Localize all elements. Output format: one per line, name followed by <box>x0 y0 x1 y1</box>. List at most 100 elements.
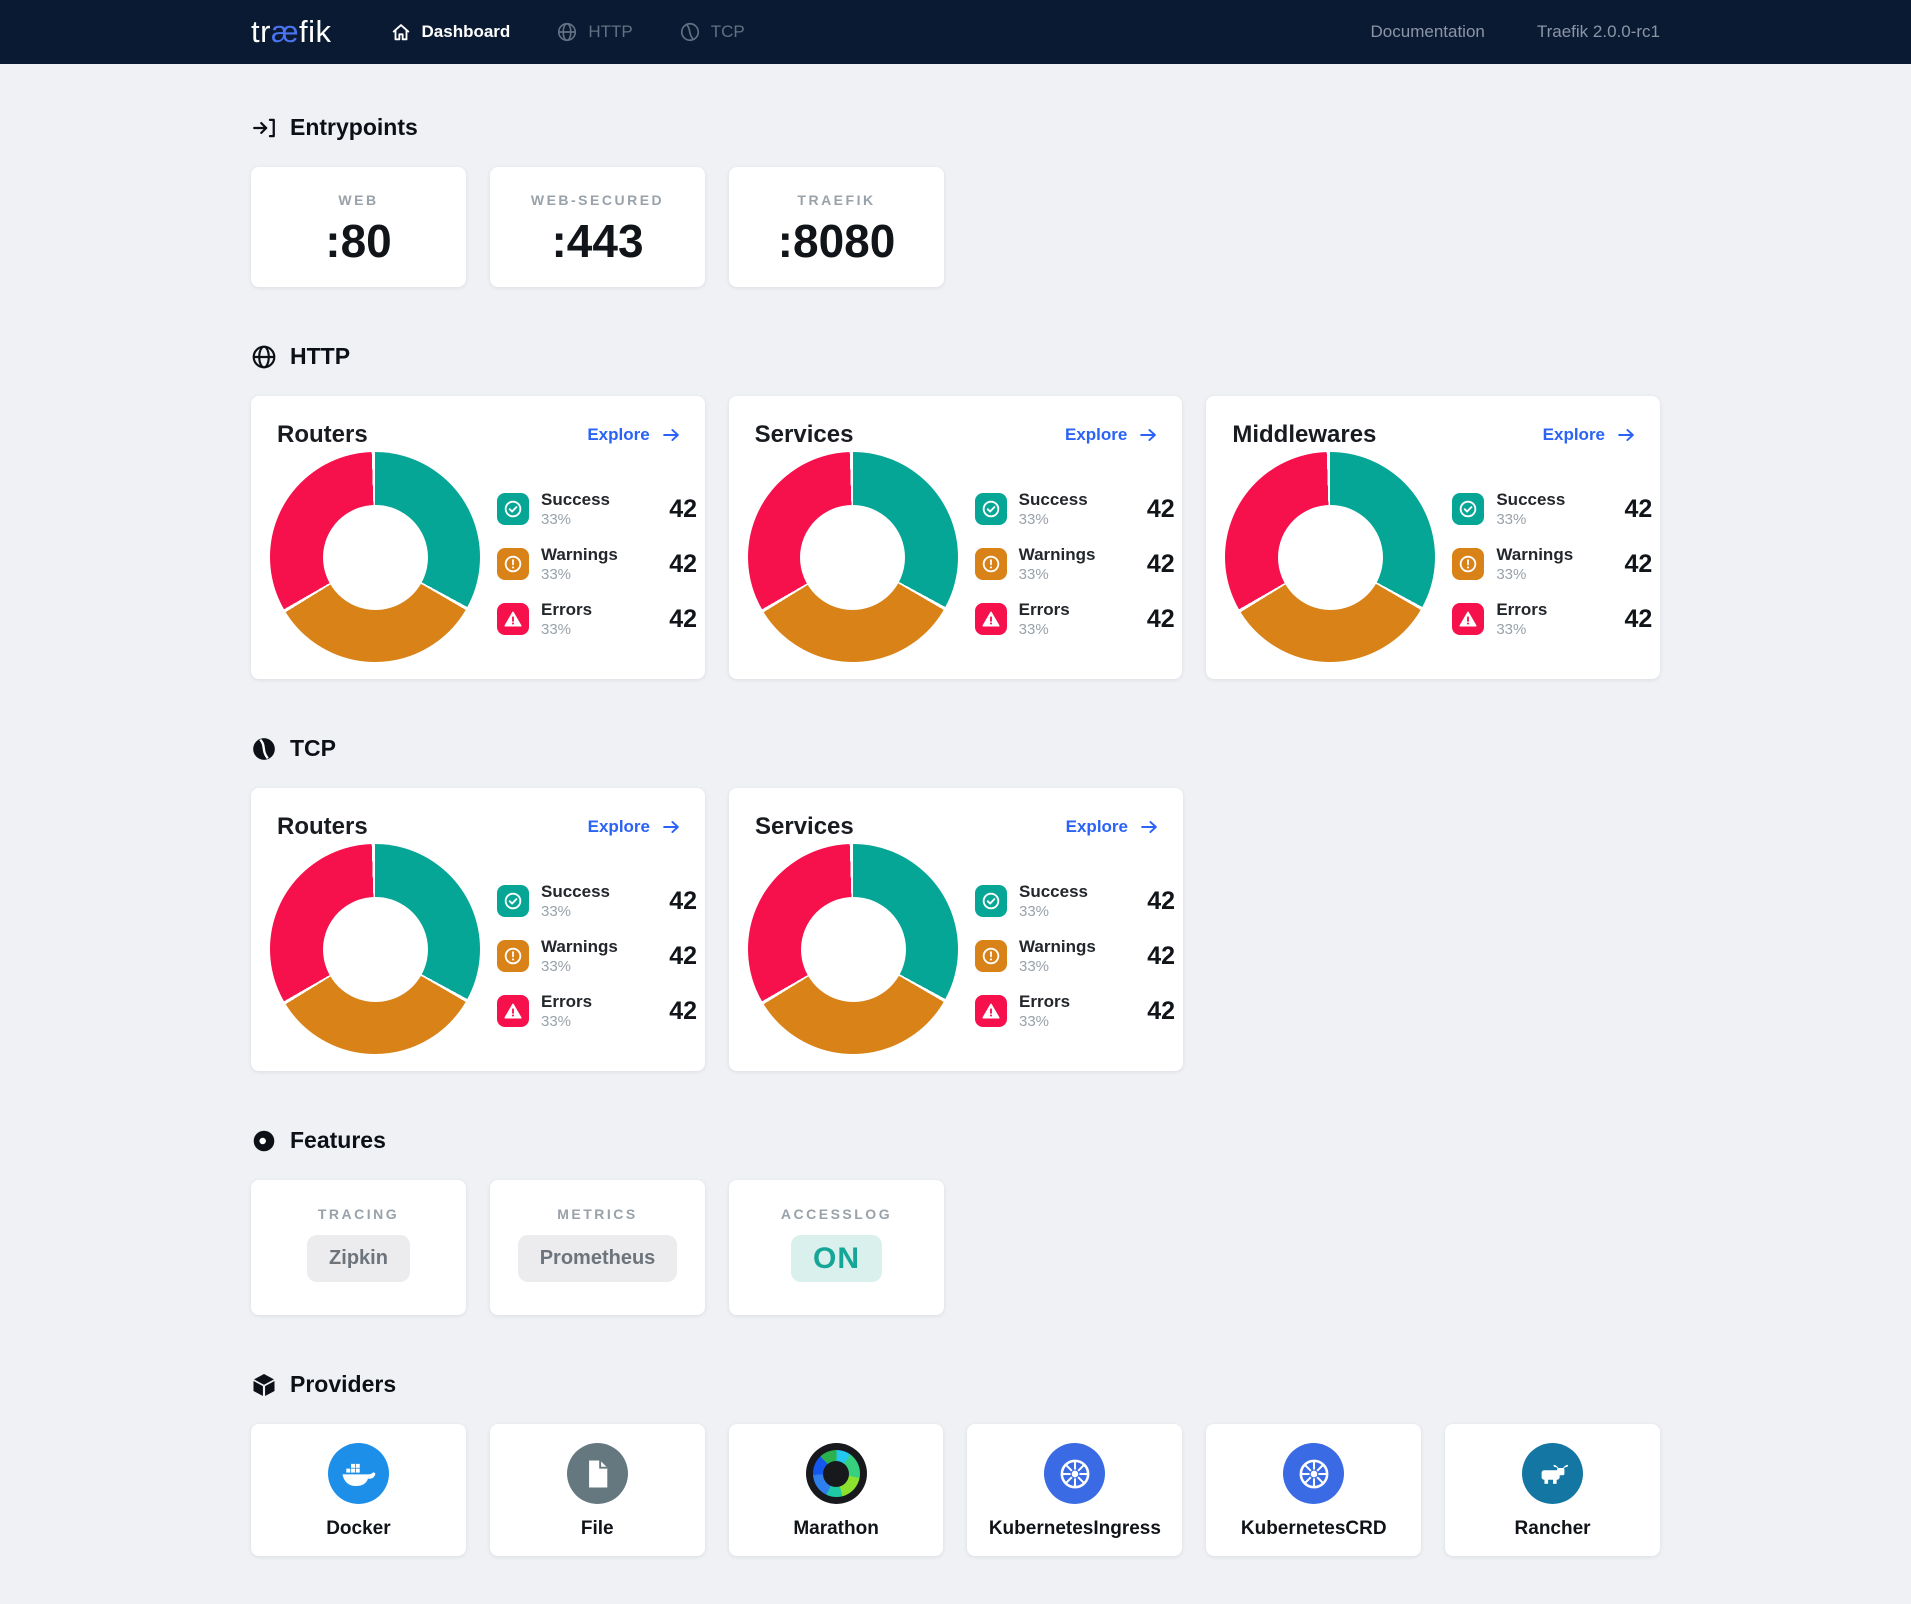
feature-value-badge: Zipkin <box>307 1235 410 1282</box>
legend-value: 42 <box>1624 494 1653 523</box>
main-nav: Dashboard HTTP TCP <box>390 21 745 43</box>
chart-legend: Success 33% 42 Warnings 33% 42 Errors 33% 4… <box>497 490 697 662</box>
error-icon <box>975 995 1007 1028</box>
donut-chart <box>270 844 480 1054</box>
legend-label: Errors <box>1018 599 1070 619</box>
legend-row-errors: Errors 33% 42 <box>497 992 697 1030</box>
feature-card-accesslog: ACCESSLOG ON <box>729 1180 944 1315</box>
provider-card-rancher: Rancher <box>1445 1424 1660 1556</box>
section-title-providers: Providers <box>290 1371 397 1397</box>
legend-row-errors: Errors 33% 42 <box>974 599 1175 638</box>
file-icon <box>566 1443 628 1504</box>
provider-label: File <box>580 1518 614 1539</box>
legend-row-warnings: Warnings 33% 42 <box>497 936 697 975</box>
legend-value: 42 <box>669 996 697 1025</box>
provider-card-kubernetes-crd: KubernetesCRD <box>1206 1424 1422 1556</box>
explore-link[interactable]: Explore <box>1065 424 1159 446</box>
kubernetes-icon <box>1283 1443 1345 1504</box>
panel-title: Services <box>755 813 854 840</box>
explore-link[interactable]: Explore <box>1066 816 1160 838</box>
provider-card-kubernetes-ingress: KubernetesIngress <box>967 1424 1183 1556</box>
entrypoint-card-web-secured: WEB-SECURED :443 <box>490 167 705 287</box>
provider-label: KubernetesIngress <box>988 1518 1161 1539</box>
nav-item-http[interactable]: HTTP <box>556 21 633 43</box>
warning-icon <box>497 548 529 581</box>
version-label[interactable]: Traefik 2.0.0-rc1 <box>1536 22 1660 41</box>
rancher-icon <box>1522 1443 1584 1504</box>
legend-label: Errors <box>541 599 593 619</box>
nav-label-tcp: TCP <box>710 22 745 41</box>
legend-label: Errors <box>1019 991 1071 1011</box>
explore-link[interactable]: Explore <box>1543 424 1637 446</box>
chart-legend: Success 33% 42 Warnings 33% 42 Errors 33% 4… <box>975 882 1175 1054</box>
documentation-link[interactable]: Documentation <box>1370 22 1485 41</box>
legend-value: 42 <box>1624 549 1653 578</box>
legend-percent: 33% <box>541 511 572 529</box>
provider-label: KubernetesCRD <box>1240 1518 1387 1539</box>
panel-http-services: Services Explore Success 33% 42 Warnings <box>728 396 1183 679</box>
warning-icon <box>1452 548 1485 581</box>
arrow-right-icon <box>1140 428 1157 442</box>
nav-right: Documentation Traefik 2.0.0-rc1 <box>1371 22 1660 42</box>
legend-percent: 33% <box>1019 957 1050 975</box>
section-title-entrypoints: Entrypoints <box>290 114 418 140</box>
donut-chart <box>748 844 958 1054</box>
panel-tcp-routers: Routers Explore Success 33% 42 Warnings 3 <box>251 788 705 1071</box>
legend-label: Success <box>1019 882 1088 901</box>
section-entrypoints: Entrypoints WEB :80 WEB-SECURED :443 TRA… <box>251 114 1660 287</box>
section-providers: Providers Docker File Marathon <box>251 1371 1660 1556</box>
error-icon <box>974 603 1007 636</box>
feature-card-metrics: METRICS Prometheus <box>490 1180 705 1315</box>
legend-percent: 33% <box>1496 620 1527 638</box>
entrypoint-value: :80 <box>325 215 392 267</box>
provider-label: Marathon <box>793 1518 879 1539</box>
panel-http-middlewares: Middlewares Explore Success 33% 42 Warni <box>1206 396 1661 679</box>
provider-label: Rancher <box>1514 1518 1591 1539</box>
legend-value: 42 <box>1146 494 1175 523</box>
legend-value: 42 <box>669 549 697 578</box>
success-icon <box>497 885 529 918</box>
panel-title: Middlewares <box>1232 421 1377 448</box>
entrypoint-label: TRAEFIK <box>797 192 876 208</box>
arrow-right-icon <box>1141 820 1157 834</box>
traefik-logo[interactable]: træfik <box>251 14 332 50</box>
globe-icon <box>558 22 577 42</box>
legend-row-success: Success 33% 42 <box>497 882 697 920</box>
chart-legend: Success 33% 42 Warnings 33% 42 Errors 33% 4… <box>497 882 697 1054</box>
panel-tcp-services: Services Explore Success 33% 42 Warnings <box>729 788 1183 1071</box>
section-tcp: TCP Routers Explore Success 33% 42 <box>251 735 1660 1071</box>
logo-ae: æ <box>270 14 300 49</box>
toggle-icon <box>253 1130 275 1151</box>
legend-value: 42 <box>1146 604 1175 633</box>
legend-percent: 33% <box>1018 511 1049 529</box>
legend-value: 42 <box>669 886 697 915</box>
explore-label: Explore <box>587 817 650 836</box>
entrypoint-value: :8080 <box>777 215 896 267</box>
legend-percent: 33% <box>1018 620 1049 638</box>
legend-label: Warnings <box>541 936 618 956</box>
legend-value: 42 <box>669 494 697 523</box>
legend-label: Warnings <box>1496 544 1574 564</box>
success-icon <box>497 493 529 526</box>
kubernetes-icon <box>1044 1443 1106 1504</box>
legend-percent: 33% <box>1496 565 1527 583</box>
provider-card-marathon: Marathon <box>728 1424 944 1556</box>
legend-label: Success <box>541 882 610 901</box>
entrypoint-label: WEB <box>338 192 379 208</box>
legend-percent: 33% <box>1018 565 1049 583</box>
docker-icon <box>327 1443 389 1504</box>
top-navbar: træfik Dashboard HTTP TCP Documentation … <box>0 0 1911 64</box>
feature-label: TRACING <box>317 1206 400 1222</box>
legend-percent: 33% <box>1019 1012 1050 1030</box>
section-title-features: Features <box>290 1127 386 1153</box>
legend-label: Success <box>1496 490 1566 509</box>
nav-item-tcp[interactable]: TCP <box>679 21 745 43</box>
legend-label: Success <box>541 490 610 509</box>
legend-value: 42 <box>1147 996 1175 1025</box>
provider-label: Docker <box>326 1518 391 1539</box>
explore-link[interactable]: Explore <box>588 816 682 838</box>
legend-row-warnings: Warnings 33% 42 <box>975 937 1175 975</box>
explore-link[interactable]: Explore <box>587 424 681 446</box>
panel-title: Services <box>754 421 854 448</box>
nav-item-dashboard[interactable]: Dashboard <box>390 21 510 43</box>
